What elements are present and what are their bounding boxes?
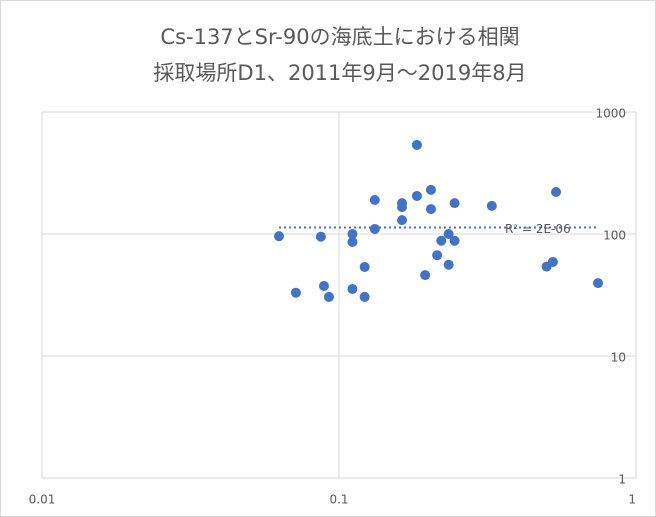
point xyxy=(347,236,358,247)
point xyxy=(425,184,436,195)
y-tick-label: 100 xyxy=(603,229,626,243)
point xyxy=(359,261,370,272)
point xyxy=(547,256,558,267)
point xyxy=(443,259,454,270)
point xyxy=(323,291,334,302)
point xyxy=(449,235,460,246)
chart-subtitle: 採取場所D1、2011年9月～2019年8月 xyxy=(153,61,526,85)
point xyxy=(315,231,326,242)
y-tick-label: 1000 xyxy=(595,107,626,121)
point xyxy=(551,186,562,197)
x-tick-label: 0.01 xyxy=(29,493,56,507)
trendline-label: R² = 2E-06 xyxy=(505,222,571,236)
point xyxy=(411,190,422,201)
point xyxy=(449,198,460,209)
chart-title: Cs-137とSr-90の海底土における相関 xyxy=(160,25,519,49)
point xyxy=(397,215,408,226)
point xyxy=(411,139,422,150)
point xyxy=(347,284,358,295)
point xyxy=(397,202,408,213)
point xyxy=(318,280,329,291)
point xyxy=(420,270,431,281)
x-tick-label: 1 xyxy=(628,493,636,507)
point xyxy=(369,223,380,234)
point xyxy=(443,229,454,239)
point xyxy=(425,204,436,215)
y-tick-label: 10 xyxy=(611,351,626,365)
point xyxy=(290,287,301,298)
y-tick-label: 1 xyxy=(618,473,626,487)
point xyxy=(369,194,380,205)
point xyxy=(432,250,443,261)
point xyxy=(436,235,447,246)
point xyxy=(593,278,604,289)
point xyxy=(347,229,358,239)
point xyxy=(273,231,284,242)
x-tick-label: 0.1 xyxy=(329,493,348,507)
point xyxy=(359,291,370,302)
point xyxy=(486,200,497,211)
